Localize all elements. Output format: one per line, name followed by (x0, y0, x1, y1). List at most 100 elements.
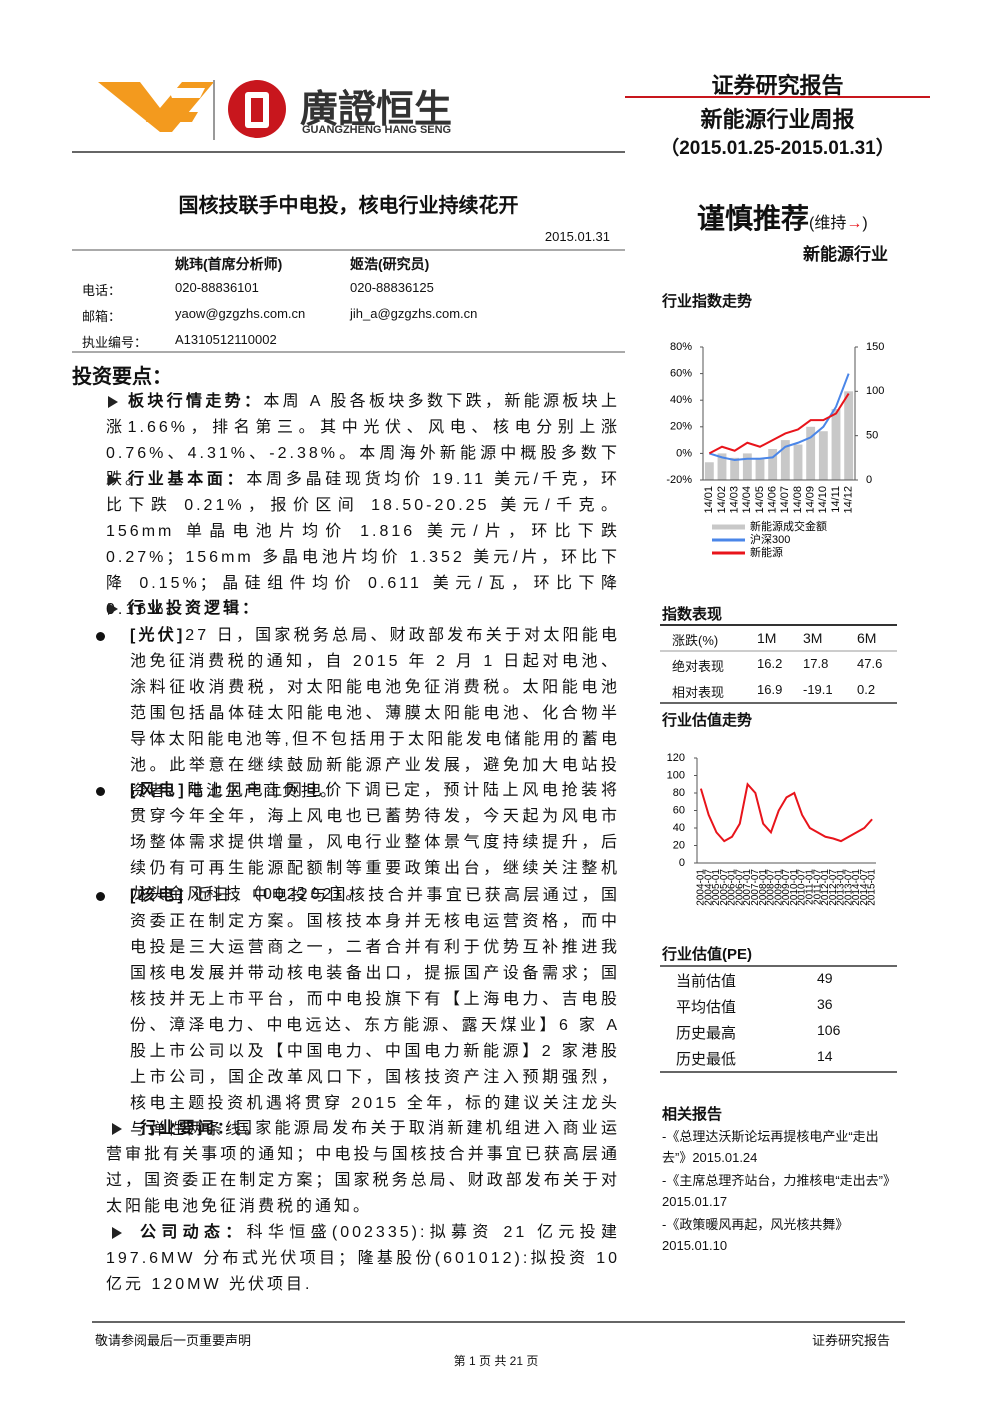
paragraph-label: 行业要闻： (140, 1120, 237, 1137)
date: 2015.01.31 (544, 229, 610, 244)
table-cell: 历史最低 (676, 1051, 737, 1068)
rating-suffix: ) (862, 215, 868, 232)
paragraph-label: 板块行情走势： (128, 393, 264, 410)
y2-tick-label: 150 (866, 341, 884, 353)
section-heading: 投资要点： (72, 366, 172, 388)
table-header: 6M (857, 630, 877, 646)
section-heading: 相关报告 (662, 1106, 723, 1123)
paragraph-text: 科华恒盛(002335):拟募资 21 亿元投建 197.6MW 分布式光伏项目… (106, 1224, 620, 1293)
y-tick-label: 20% (670, 421, 692, 433)
y-tick-label: 80% (670, 341, 692, 353)
x-tick-label: 14/02 (716, 486, 728, 514)
x-tick-label: 2009-01 (773, 869, 784, 906)
x-tick-label: 2010-01 (789, 869, 800, 906)
report-period: （2015.01.25-2015.01.31） (660, 138, 895, 159)
report-name: 新能源行业周报 (700, 107, 855, 132)
bar (730, 457, 740, 480)
title: 国核技联手中电投，核电行业持续花开 (178, 195, 519, 217)
footer-label: 证券研究报告 (811, 1333, 890, 1348)
paragraph: [核电] 近日，中电投与国核技合并事宜已获高层通过，国资委正在制定方案。国核技本… (130, 883, 620, 1143)
x-tick-label: 2013-01 (836, 869, 847, 906)
rating-prefix: (维持 (809, 215, 847, 232)
contact-label: 电话： (82, 283, 122, 298)
x-tick-label: 2007-07 (750, 869, 761, 906)
paragraph-label: 公司动态： (140, 1224, 247, 1241)
bar (755, 457, 765, 480)
logo-text: 廣證恒生 (300, 89, 453, 131)
table-cell: 0.2 (857, 682, 876, 697)
x-tick-label: 2015-01 (867, 869, 878, 906)
x-tick-label: 2014-01 (851, 869, 862, 906)
x-tick-label: 2008-07 (766, 869, 777, 906)
x-tick-label: 14/06 (767, 486, 779, 514)
analyst-name: 姚玮(首席分析师) (175, 256, 283, 272)
rating-arrow: → (846, 215, 863, 232)
related-report: -《主席总理齐站台，力推核电“走出去”》2015.01.17 (662, 1173, 890, 1209)
y-tick-label: -20% (666, 474, 692, 486)
table-cell: 16.2 (757, 656, 783, 671)
x-tick-label: 14/10 (817, 486, 829, 514)
legend-label: 新能源成交金额 (750, 519, 827, 533)
table-cell: 47.6 (857, 656, 883, 671)
paragraph-text: 27 日，国家税务总局、财政部发布关于对太阳能电池免征消费税的通知，自 2015… (130, 627, 620, 800)
line (708, 393, 850, 455)
table-cell: 49 (817, 970, 833, 986)
x-tick-label: 2012-01 (820, 869, 831, 906)
x-tick-label: 2010-07 (797, 869, 808, 906)
rating-label: 谨慎推荐 (697, 203, 810, 234)
paragraph: 公司动态：科华恒盛(002335):拟募资 21 亿元投建 197.6MW 分布… (106, 1220, 620, 1298)
table-cell: 17.8 (803, 656, 829, 671)
paragraph-label: 行业投资逻辑： (128, 600, 262, 617)
x-tick-label: 2004-07 (703, 869, 714, 906)
paragraph: 板块行情走势：本周 A 股各板块多数下跌，新能源板块上涨1.66%，排名第三。其… (106, 389, 620, 493)
table-cell: 当前估值 (676, 973, 737, 990)
paragraph: 行业基本面：本周多晶硅现货均价 19.11 美元/千克，环比下跌 0.21%，报… (106, 467, 620, 623)
y-tick-label: 0 (679, 857, 685, 869)
x-tick-label: 14/12 (843, 486, 855, 514)
related-report: -《总理达沃斯论坛再提核电产业“走出去”》2015.01.24 (662, 1129, 879, 1165)
x-tick-label: 14/09 (805, 486, 817, 514)
table-header: 1M (757, 630, 777, 646)
y-tick-label: 100 (667, 769, 685, 781)
contact-label: 执业编号： (82, 335, 148, 350)
bullet-marker (96, 892, 105, 901)
contact-value: 020-88836125 (350, 280, 434, 295)
paragraph-text: 陆上风电上网电价下调已定，预计陆上风电抢装将贯穿今年全年，海上风电也已蓄势待发，… (130, 782, 620, 903)
contact-value: A1310512110002 (175, 332, 277, 347)
bar (793, 444, 803, 480)
y-tick-label: 20 (673, 839, 685, 851)
x-tick-label: 2005-07 (719, 869, 730, 906)
y-tick-label: 60% (670, 368, 692, 380)
x-tick-label: 2007-01 (742, 869, 753, 906)
x-tick-label: 2014-07 (859, 869, 870, 906)
arrow-marker (112, 1227, 122, 1239)
x-tick-label: 2004-01 (696, 869, 707, 906)
line (709, 373, 850, 462)
section-heading: 行业估值(PE) (662, 946, 753, 963)
paragraph-label: [光伏] (130, 627, 186, 644)
table-cell: 相对表现 (672, 685, 725, 700)
table-cell: 平均估值 (676, 999, 737, 1016)
paragraph-text: 本周 A 股各板块多数下跌，新能源板块上涨1.66%，排名第三。其中光伏、风电、… (106, 393, 620, 488)
bar (742, 453, 752, 480)
legend-label: 沪深300 (750, 532, 790, 546)
contact-label: 邮箱： (82, 309, 122, 324)
bullet-marker (96, 632, 105, 641)
y-tick-label: 0% (676, 447, 692, 459)
y2-tick-label: 100 (866, 385, 884, 397)
rating: 谨慎推荐(维持→) (697, 197, 868, 237)
paragraph-label: [核电] (130, 887, 186, 904)
paragraph: [光伏]27 日，国家税务总局、财政部发布关于对太阳能电池免征消费税的通知，自 … (130, 623, 620, 805)
x-tick-label: 2008-01 (758, 869, 769, 906)
bar (831, 409, 841, 480)
x-tick-label: 14/08 (792, 486, 804, 514)
table-cell: 绝对表现 (672, 659, 725, 674)
related-report: -《政策暖风再起，风光核共舞》2015.01.10 (662, 1217, 849, 1253)
bar (844, 391, 854, 480)
y-tick-label: 80 (673, 787, 685, 799)
x-tick-label: 2012-07 (828, 869, 839, 906)
x-tick-label: 2013-07 (843, 869, 854, 906)
industry: 新能源行业 (803, 245, 888, 264)
bar (704, 462, 714, 480)
